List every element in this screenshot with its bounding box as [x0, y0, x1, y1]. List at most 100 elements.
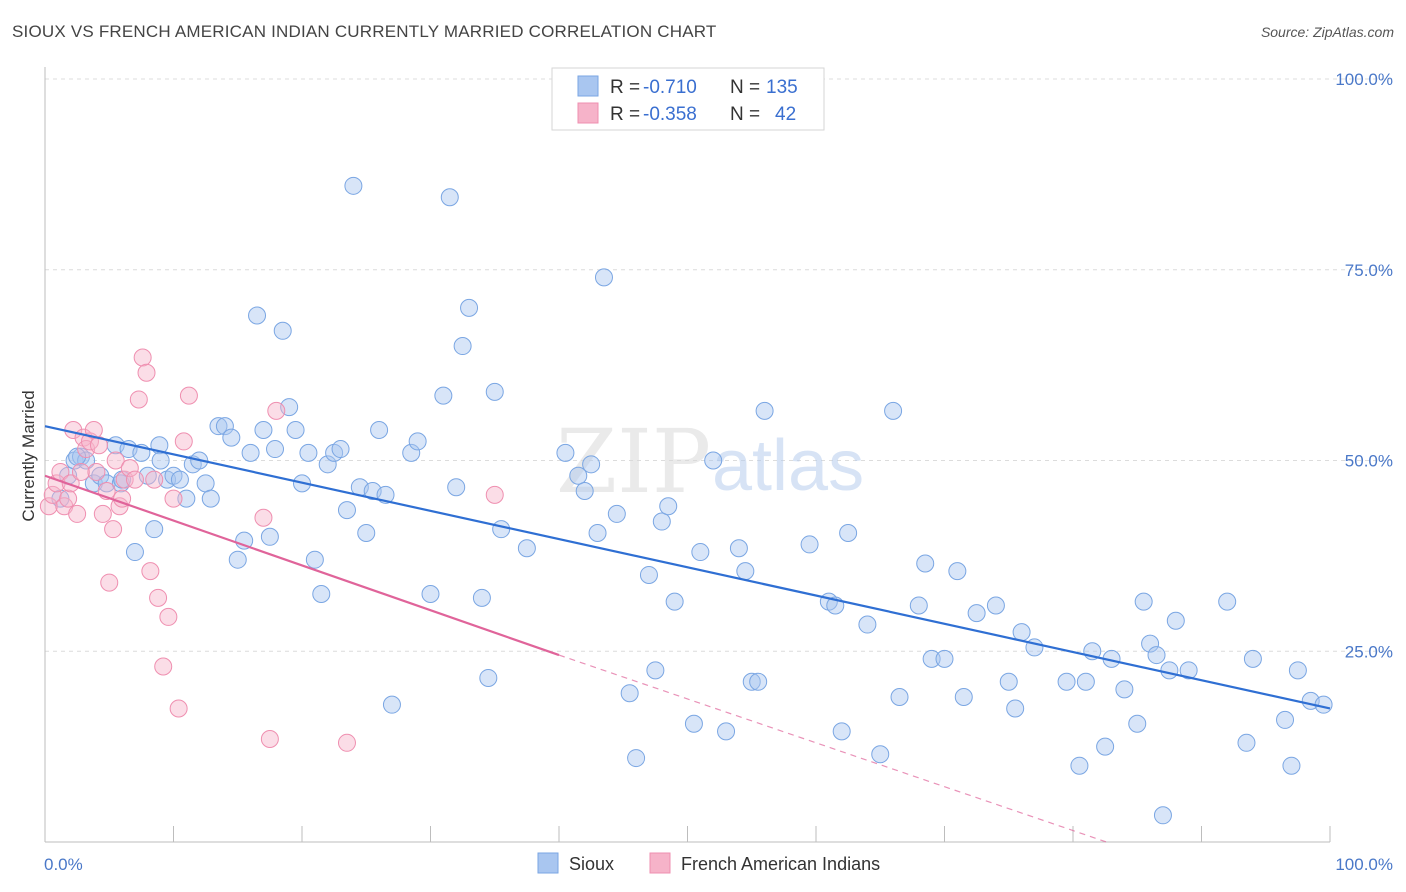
french-american-indians-point: [39, 497, 58, 516]
french-american-indians-point: [485, 485, 504, 504]
sioux-point: [517, 539, 536, 558]
sioux-point: [1134, 592, 1153, 611]
sioux-point: [447, 478, 466, 497]
points-layer: [39, 176, 1333, 825]
sioux-point: [569, 466, 588, 485]
french-american-indians-point: [337, 733, 356, 752]
legend-r-value: -0.358: [643, 104, 697, 125]
french-american-indians-point: [169, 699, 188, 718]
sioux-point: [800, 535, 819, 554]
sioux-point: [1012, 623, 1031, 642]
sioux-point: [922, 649, 941, 668]
french-american-indians-trend-line-extension: [558, 654, 1107, 843]
sioux-point: [196, 474, 215, 493]
sioux-point: [890, 688, 909, 707]
sioux-point: [909, 596, 928, 615]
y-tick-label: 50.0%: [1345, 452, 1393, 471]
bottom-legend-label-french-american-indians: French American Indians: [681, 854, 880, 874]
bottom-legend-label-sioux: Sioux: [569, 854, 614, 874]
french-american-indians-point: [149, 588, 168, 607]
sioux-point: [492, 520, 511, 539]
sioux-point: [145, 520, 164, 539]
french-american-indians-point: [120, 459, 139, 478]
sioux-point: [646, 661, 665, 680]
sioux-point: [266, 440, 285, 459]
x-tick-label: 100.0%: [1335, 855, 1393, 874]
bottom-legend-swatch-sioux: [537, 852, 559, 874]
sioux-point: [704, 451, 723, 470]
legend-n-value: 42: [775, 104, 796, 125]
sioux-point: [299, 443, 318, 462]
sioux-point: [736, 562, 755, 581]
sioux-point: [588, 523, 607, 542]
french-american-indians-point: [141, 562, 160, 581]
sioux-point: [472, 588, 491, 607]
sioux-point: [382, 695, 401, 714]
sioux-point: [318, 455, 337, 474]
sioux-point: [575, 482, 594, 501]
french-american-indians-point: [87, 462, 106, 481]
french-american-indians-point: [89, 436, 108, 455]
sioux-point: [305, 550, 324, 569]
sioux-point: [1006, 699, 1025, 718]
sioux-point: [665, 592, 684, 611]
sioux-point: [125, 543, 144, 562]
sioux-point: [556, 443, 575, 462]
french-american-indians-point: [71, 462, 90, 481]
sioux-point: [594, 268, 613, 287]
sioux-point: [260, 527, 279, 546]
chart-title: SIOUX VS FRENCH AMERICAN INDIAN CURRENTL…: [12, 22, 717, 41]
y-tick-label: 75.0%: [1345, 261, 1393, 280]
watermark: ZIP atlas: [556, 410, 864, 513]
sioux-point: [241, 443, 260, 462]
sioux-point: [1096, 737, 1115, 756]
sioux-point: [1057, 672, 1076, 691]
sioux-point: [884, 401, 903, 420]
sioux-point: [97, 474, 116, 493]
sioux-point: [1243, 649, 1262, 668]
sioux-point: [967, 604, 986, 623]
sioux-point: [1179, 661, 1198, 680]
sioux-point: [479, 668, 498, 687]
tick-label-layer: 100.0% 75.0% 50.0% 25.0% 0.0% 100.0%: [44, 70, 1393, 874]
sioux-point: [68, 447, 87, 466]
sioux-point: [331, 440, 350, 459]
legend-swatch-french-american-indians: [577, 102, 599, 124]
legend-n-label: N =: [730, 77, 760, 98]
trend-layer: [44, 425, 1331, 843]
sioux-point: [460, 298, 479, 317]
legend-n-value: 135: [766, 77, 798, 98]
sioux-point: [986, 596, 1005, 615]
sioux-point: [402, 443, 421, 462]
sioux-point: [1288, 661, 1307, 680]
french-american-indians-point: [159, 607, 178, 626]
french-american-indians-point: [267, 401, 286, 420]
sioux-point: [659, 497, 678, 516]
y-axis-title: Currently Married: [19, 390, 38, 521]
sioux-point: [684, 714, 703, 733]
legend-r-label: R =: [610, 104, 640, 125]
sioux-point: [248, 306, 267, 325]
sioux-point: [177, 489, 196, 508]
french-american-indians-point: [133, 348, 152, 367]
french-american-indians-point: [104, 520, 123, 539]
sioux-point: [871, 745, 890, 764]
sioux-trend-line: [44, 425, 1331, 710]
sioux-point: [440, 188, 459, 207]
sioux-point: [286, 420, 305, 439]
sioux-point: [170, 470, 189, 489]
sioux-point: [1237, 733, 1256, 752]
sioux-point: [1160, 661, 1179, 680]
sioux-point: [222, 428, 241, 447]
sioux-point: [408, 432, 427, 451]
sioux-point: [1166, 611, 1185, 630]
grid-layer: [45, 78, 1392, 652]
sioux-point: [1282, 756, 1301, 775]
french-american-indians-point: [164, 489, 183, 508]
watermark-zip: ZIP: [556, 410, 711, 513]
sioux-point: [421, 585, 440, 604]
french-american-indians-point: [179, 386, 198, 405]
french-american-indians-point: [174, 432, 193, 451]
sioux-point: [729, 539, 748, 558]
sioux-point: [485, 382, 504, 401]
